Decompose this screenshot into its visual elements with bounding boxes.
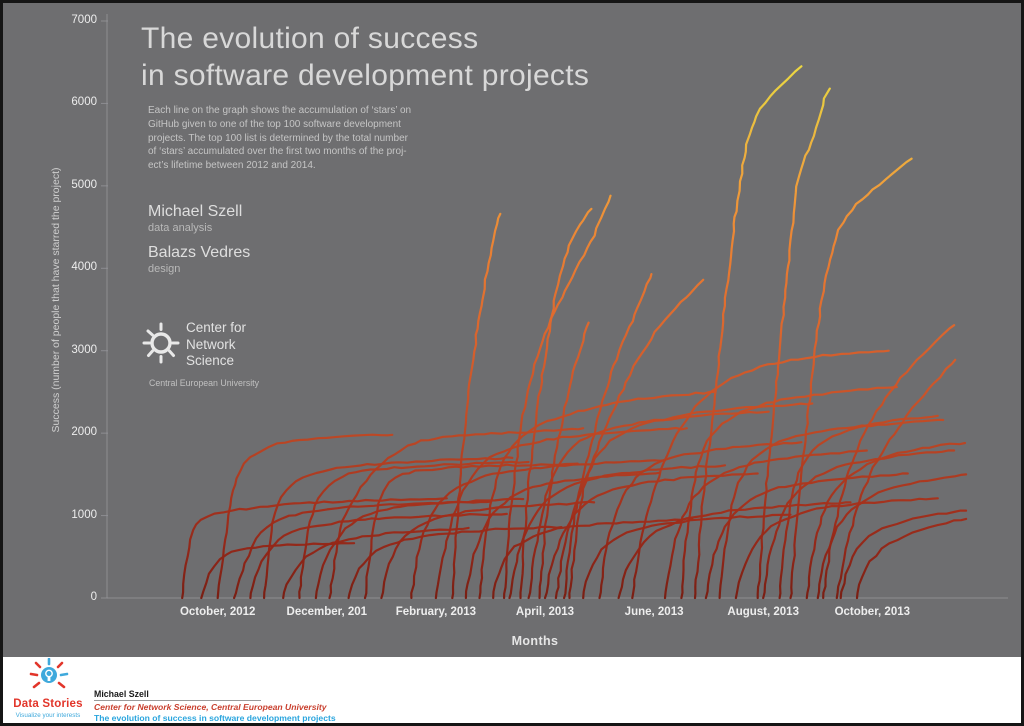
bulb-circle xyxy=(41,667,57,683)
title-line-1: The evolution of success xyxy=(141,22,479,55)
series-line xyxy=(298,460,530,600)
cns-text-line-3: Science xyxy=(186,353,235,368)
series-line xyxy=(822,324,956,600)
series-line xyxy=(363,462,579,600)
series-line xyxy=(835,358,957,600)
data-stories-tagline: Visualize your interests xyxy=(15,712,81,719)
series-line xyxy=(756,87,831,600)
series-line xyxy=(478,390,716,600)
title-line-2: in software development projects xyxy=(141,59,590,92)
series-line xyxy=(778,414,939,600)
series-line xyxy=(519,207,593,600)
series-line xyxy=(380,500,596,600)
y-tick-label: 5000 xyxy=(71,178,97,191)
credit-role-data-analysis: data analysis xyxy=(148,222,213,234)
series-line xyxy=(503,194,612,600)
series-line xyxy=(631,349,890,600)
series-line xyxy=(347,525,563,600)
series-line xyxy=(789,157,913,600)
series-line xyxy=(554,278,705,600)
series-line xyxy=(464,471,661,600)
footer-bar: Data Stories Visualize your interests Mi… xyxy=(3,657,1021,723)
credit-name-data-analysis: Michael Szell xyxy=(148,203,243,220)
credit-role-design: design xyxy=(148,263,181,275)
y-axis-title: Success (number of people that have star… xyxy=(50,167,62,433)
cns-logo-icon xyxy=(142,322,180,364)
x-tick-label: October, 2013 xyxy=(834,606,911,618)
y-tick-label: 7000 xyxy=(71,14,97,26)
cns-logo-text: Center for Network Science xyxy=(186,320,246,370)
y-tick-label: 3000 xyxy=(71,343,97,356)
series-line xyxy=(263,456,514,600)
footer-divider xyxy=(94,700,261,701)
series-line xyxy=(718,418,945,600)
y-tick-label: 4000 xyxy=(71,261,97,274)
series-line xyxy=(563,273,653,600)
series-line xyxy=(704,472,909,600)
footer-project-title: The evolution of success in software dev… xyxy=(94,713,336,723)
series-line xyxy=(582,513,792,600)
line-chart xyxy=(101,14,1008,600)
series-line xyxy=(805,441,967,600)
series-line xyxy=(680,385,898,600)
series-line xyxy=(762,449,956,600)
series-line xyxy=(216,433,394,600)
series-line xyxy=(200,542,356,600)
series-line xyxy=(839,509,968,600)
series-line xyxy=(492,517,694,600)
series-line xyxy=(598,441,803,600)
series-line xyxy=(538,321,590,600)
footer-author: Michael Szell xyxy=(94,689,149,699)
series-line xyxy=(282,526,470,600)
series-line xyxy=(314,497,525,600)
x-axis-title: Months xyxy=(511,634,559,648)
series-line xyxy=(434,426,688,600)
x-tick-label: April, 2013 xyxy=(515,606,575,618)
series-line xyxy=(693,65,803,600)
cns-text-line-1: Center for xyxy=(186,320,247,335)
data-stories-logo-icon xyxy=(29,658,69,689)
series-line xyxy=(527,410,770,600)
series-lines xyxy=(181,65,968,600)
y-tick-label: 1000 xyxy=(71,508,97,521)
data-stories-wordmark: Data Stories xyxy=(13,698,83,710)
series-line xyxy=(816,473,968,600)
chart-description: Each line on the graph shows the accumul… xyxy=(148,105,412,172)
x-tick-label: December, 201 xyxy=(286,606,368,618)
series-line xyxy=(663,449,868,600)
y-tick-label: 2000 xyxy=(71,426,97,439)
x-tick-label: February, 2013 xyxy=(395,606,477,618)
series-line xyxy=(451,212,502,600)
cns-university-label: Central European University xyxy=(149,378,260,388)
x-tick-label: October, 2012 xyxy=(179,606,256,618)
series-line xyxy=(508,464,727,600)
series-line xyxy=(181,497,448,600)
footer-institution: Center for Network Science, Central Euro… xyxy=(94,702,327,712)
x-tick-label: June, 2013 xyxy=(624,606,684,618)
cns-text-line-2: Network xyxy=(186,336,236,352)
credit-name-design: Balazs Vedres xyxy=(148,244,251,261)
x-tick-label: August, 2013 xyxy=(727,606,799,618)
series-line xyxy=(568,402,814,600)
series-line xyxy=(543,472,759,600)
series-line xyxy=(734,497,939,600)
series-line xyxy=(328,427,585,600)
y-tick-label: 0 xyxy=(90,591,97,603)
series-line xyxy=(855,517,968,600)
series-line xyxy=(617,501,852,600)
series-line xyxy=(410,459,667,600)
y-tick-label: 6000 xyxy=(71,96,97,109)
page-title: The evolution of success in software dev… xyxy=(141,20,589,94)
